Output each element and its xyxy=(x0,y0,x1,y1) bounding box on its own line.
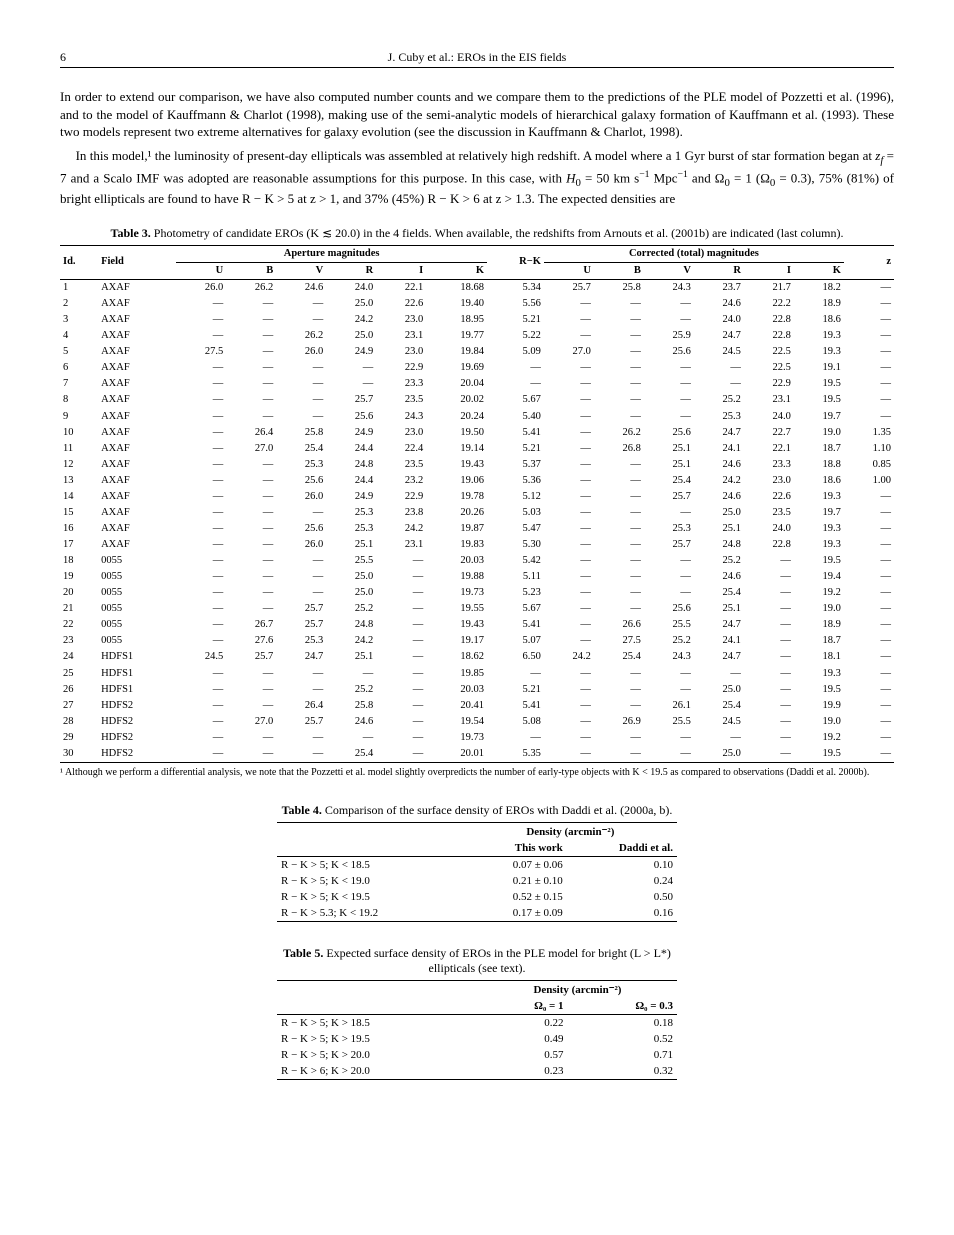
table4-grid: Density (arcmin⁻²) This work Daddi et al… xyxy=(277,822,677,922)
table-row: R − K > 5; K > 20.00.570.71 xyxy=(277,1047,677,1063)
t5-o03: Ω₀ = 0.3 xyxy=(568,998,677,1015)
col-z: z xyxy=(844,245,894,279)
table4-caption: Table 4. Comparison of the surface densi… xyxy=(277,803,677,818)
table-row: 9AXAF———25.624.320.245.40———25.324.019.7… xyxy=(60,409,894,425)
table-row: 8AXAF———25.723.520.025.67———25.223.119.5… xyxy=(60,392,894,408)
table-row: 28HDFS2—27.025.724.6—19.545.08—26.925.52… xyxy=(60,714,894,730)
table-row: 180055———25.5—20.035.42———25.2—19.5— xyxy=(60,553,894,569)
table-row: 10AXAF—26.425.824.923.019.505.41—26.225.… xyxy=(60,425,894,441)
col-aper: Aperture magnitudes xyxy=(176,245,487,262)
running-authors: J. Cuby et al.: EROs in the EIS fields xyxy=(60,50,894,65)
table-row: 27HDFS2——26.425.8—20.415.41——26.125.4—19… xyxy=(60,698,894,714)
table3-note: ¹ Although we perform a differential ana… xyxy=(60,767,894,780)
table-row: 17AXAF——26.025.123.119.835.30——25.724.82… xyxy=(60,537,894,553)
table5: Table 5. Expected surface density of ERO… xyxy=(277,946,677,1080)
t5-group: Density (arcmin⁻²) xyxy=(478,981,677,999)
table-row: 26HDFS1———25.2—20.035.21———25.0—19.5— xyxy=(60,682,894,698)
running-head: 6 J. Cuby et al.: EROs in the EIS fields xyxy=(60,50,894,68)
col-rk: R−K xyxy=(487,245,544,279)
intro-p1: In order to extend our comparison, we ha… xyxy=(60,88,894,141)
table-row: R − K > 5; K < 19.50.52 ± 0.150.50 xyxy=(277,889,677,905)
table-row: 12AXAF——25.324.823.519.435.37——25.124.62… xyxy=(60,457,894,473)
col-corr: Corrected (total) magnitudes xyxy=(544,245,844,262)
table3-caption: Table 3. Photometry of candidate EROs (K… xyxy=(60,226,894,241)
table-row: R − K > 5; K > 19.50.490.52 xyxy=(277,1031,677,1047)
table-row: 210055——25.725.2—19.555.67——25.625.1—19.… xyxy=(60,601,894,617)
col-field: Field xyxy=(98,245,176,279)
table-row: 220055—26.725.724.8—19.435.41—26.625.524… xyxy=(60,617,894,633)
table-row: 3AXAF———24.223.018.955.21———24.022.818.6… xyxy=(60,312,894,328)
table3-grid: Id. Field Aperture magnitudes R−K Correc… xyxy=(60,245,894,763)
intro-text: In order to extend our comparison, we ha… xyxy=(60,88,894,208)
table-row: 230055—27.625.324.2—19.175.07—27.525.224… xyxy=(60,633,894,649)
table-row: 1AXAF26.026.224.624.022.118.685.3425.725… xyxy=(60,280,894,297)
page: 6 J. Cuby et al.: EROs in the EIS fields… xyxy=(0,0,954,1140)
table3: Table 3. Photometry of candidate EROs (K… xyxy=(60,226,894,780)
table-row: R − K > 5; K < 18.50.07 ± 0.060.10 xyxy=(277,857,677,874)
t4-this: This work xyxy=(464,840,567,857)
t4-group: Density (arcmin⁻²) xyxy=(464,823,677,841)
table-row: 29HDFS2—————19.73——————19.2— xyxy=(60,730,894,746)
table-row: 25HDFS1—————19.85——————19.3— xyxy=(60,666,894,682)
t4-daddi: Daddi et al. xyxy=(567,840,677,857)
table-row: 14AXAF——26.024.922.919.785.12——25.724.62… xyxy=(60,489,894,505)
table-row: 4AXAF——26.225.023.119.775.22——25.924.722… xyxy=(60,328,894,344)
intro-p2: In this model,¹ the luminosity of presen… xyxy=(60,147,894,208)
table-row: 190055———25.0—19.885.11———24.6—19.4— xyxy=(60,569,894,585)
table-row: R − K > 5.3; K < 19.20.17 ± 0.090.16 xyxy=(277,905,677,922)
table-row: 2AXAF———25.022.619.405.56———24.622.218.9… xyxy=(60,296,894,312)
page-number: 6 xyxy=(60,50,66,65)
table-row: 30HDFS2———25.4—20.015.35———25.0—19.5— xyxy=(60,746,894,763)
table-row: 13AXAF——25.624.423.219.065.36——25.424.22… xyxy=(60,473,894,489)
table-row: 24HDFS124.525.724.725.1—18.626.5024.225.… xyxy=(60,649,894,665)
table4: Table 4. Comparison of the surface densi… xyxy=(277,803,677,922)
table5-grid: Density (arcmin⁻²) Ω₀ = 1 Ω₀ = 0.3 R − K… xyxy=(277,980,677,1080)
table-row: 16AXAF——25.625.324.219.875.47——25.325.12… xyxy=(60,521,894,537)
table5-caption: Table 5. Expected surface density of ERO… xyxy=(277,946,677,976)
table-row: R − K > 6; K > 20.00.230.32 xyxy=(277,1063,677,1080)
table-row: 6AXAF————22.919.69—————22.519.1— xyxy=(60,360,894,376)
table-row: R − K > 5; K > 18.50.220.18 xyxy=(277,1015,677,1032)
t5-o1: Ω₀ = 1 xyxy=(478,998,568,1015)
table-row: 15AXAF———25.323.820.265.03———25.023.519.… xyxy=(60,505,894,521)
table-row: R − K > 5; K < 19.00.21 ± 0.100.24 xyxy=(277,873,677,889)
col-id: Id. xyxy=(60,245,98,279)
table-row: 7AXAF————23.320.04—————22.919.5— xyxy=(60,376,894,392)
table-row: 200055———25.0—19.735.23———25.4—19.2— xyxy=(60,585,894,601)
table-row: 5AXAF27.5—26.024.923.019.845.0927.0—25.6… xyxy=(60,344,894,360)
table-row: 11AXAF—27.025.424.422.419.145.21—26.825.… xyxy=(60,441,894,457)
